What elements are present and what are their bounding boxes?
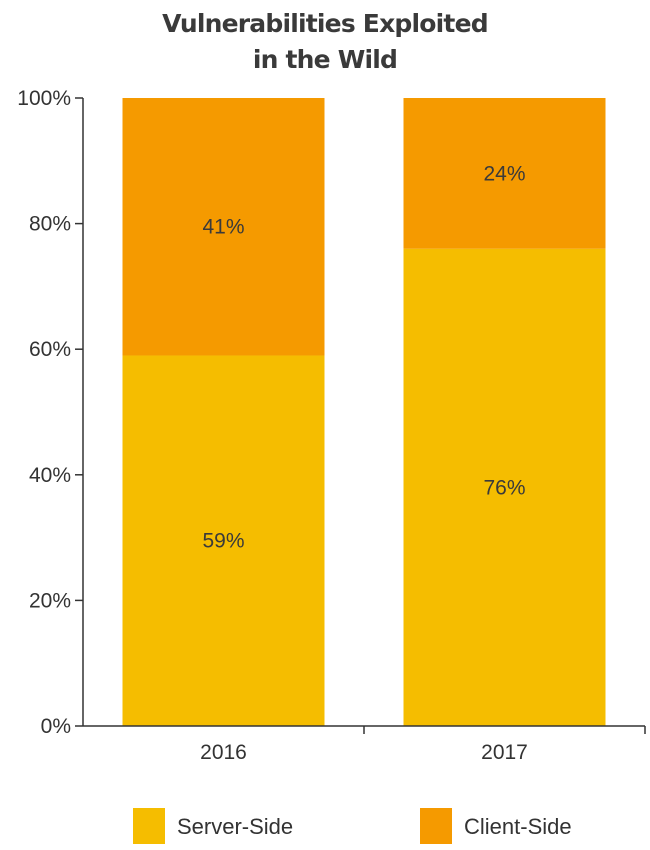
- x-tick-label-2017: 2017: [481, 741, 528, 764]
- legend-label-client-side: Client-Side: [464, 814, 572, 839]
- bar-client-side-2017: [403, 98, 606, 249]
- legend-swatch-server-side: [133, 808, 165, 844]
- y-tick-label-20: 20%: [29, 589, 71, 612]
- legend: Server-Side Client-Side: [133, 808, 572, 844]
- chart-title-line-2: in the Wild: [252, 45, 398, 74]
- y-tick-label-0: 0%: [41, 715, 71, 738]
- bar-client-side-2016: [122, 98, 325, 356]
- y-tick-label-60: 60%: [29, 338, 71, 361]
- legend-swatch-client-side: [420, 808, 452, 844]
- data-label-server-side-2017: 76%: [483, 476, 525, 499]
- y-tick-label-100: 100%: [17, 87, 71, 110]
- chart-title-line-1: Vulnerabilities Exploited: [162, 9, 488, 38]
- data-label-client-side-2017: 24%: [483, 162, 525, 185]
- y-tick-label-40: 40%: [29, 464, 71, 487]
- chart-title: Vulnerabilities Exploited in the Wild: [0, 6, 650, 78]
- axes-group: 2016 2017 0% 20% 40% 60% 80% 100%: [17, 87, 646, 764]
- x-tick-label-2016: 2016: [200, 741, 247, 764]
- bars-group: 59% 41% 76% 24%: [122, 98, 606, 726]
- data-label-server-side-2016: 59%: [202, 530, 244, 553]
- bar-server-side-2016: [122, 355, 325, 726]
- legend-label-server-side: Server-Side: [177, 814, 293, 839]
- data-label-client-side-2016: 41%: [202, 216, 244, 239]
- y-tick-label-80: 80%: [29, 213, 71, 236]
- bar-server-side-2017: [403, 248, 606, 726]
